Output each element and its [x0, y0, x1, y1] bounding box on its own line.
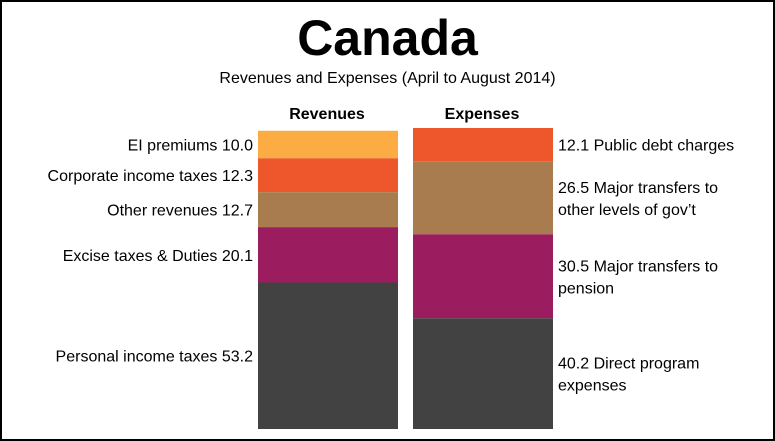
expense-segment-label-1: 26.5 Major transfers to other levels of g… [558, 180, 718, 219]
revenue-bar-segment-2 [258, 192, 398, 228]
expense-bar-segment-1 [413, 161, 553, 235]
chart-subtitle: Revenues and Expenses (April to August 2… [219, 70, 556, 87]
revenues-column-header: Revenues [289, 106, 365, 123]
revenue-segment-label-2: Other revenues 12.7 [107, 203, 253, 220]
expense-segment-label-3: 40.2 Direct program expenses [558, 356, 699, 395]
expense-segment-label-2: 30.5 Major transfers to pension [558, 258, 718, 297]
expenses-column-header: Expenses [444, 106, 520, 123]
expense-segment-label-0: 12.1 Public debt charges [558, 138, 734, 155]
revenue-segment-label-4: Personal income taxes 53.2 [56, 349, 254, 366]
expense-bar-segment-3 [413, 318, 553, 429]
revenue-segment-label-0: EI premiums 10.0 [128, 138, 253, 155]
expense-bar-segment-2 [413, 234, 553, 319]
chart-title: Canada [297, 10, 478, 66]
expense-bar-segment-0 [413, 128, 553, 162]
revenue-segment-label-3: Excise taxes & Duties 20.1 [63, 248, 253, 265]
revenue-bar-segment-3 [258, 227, 398, 283]
revenue-bar-segment-4 [258, 282, 398, 429]
revenue-bar-segment-1 [258, 158, 398, 193]
revenue-bar-segment-0 [258, 130, 398, 159]
revenue-segment-label-1: Corporate income taxes 12.3 [48, 168, 254, 185]
